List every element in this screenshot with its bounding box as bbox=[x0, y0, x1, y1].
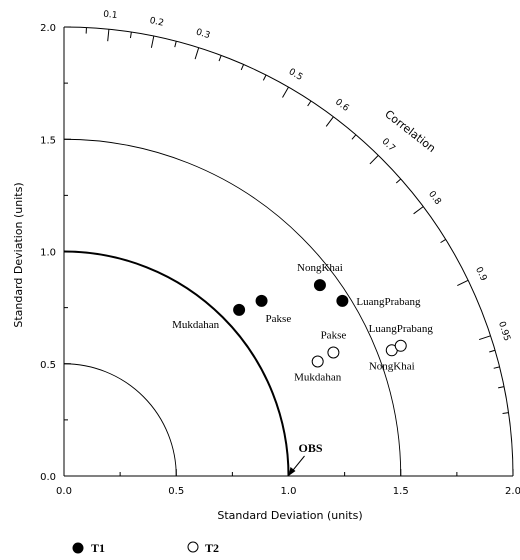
correlation-minor-tick bbox=[129, 32, 132, 39]
station-label: Pakse bbox=[321, 330, 347, 342]
x-tick-label: 0.0 bbox=[56, 486, 72, 497]
correlation-tick-label: 0.8 bbox=[426, 189, 443, 207]
data-point bbox=[255, 294, 268, 307]
legend: T1 T2 bbox=[72, 541, 219, 555]
station-label: LuangPrabang bbox=[369, 323, 434, 335]
station-label: Mukdahan bbox=[172, 319, 220, 331]
correlation-minor-tick bbox=[440, 239, 446, 244]
correlation-minor-tick bbox=[218, 55, 222, 62]
correlation-minor-tick bbox=[262, 74, 267, 81]
std-arcs bbox=[63, 138, 402, 477]
correlation-tick bbox=[194, 47, 200, 60]
x-tick-label: 2.0 bbox=[505, 486, 520, 497]
y-tick-label: 0.0 bbox=[40, 472, 56, 483]
correlation-minor-tick bbox=[240, 64, 245, 71]
correlation-tick bbox=[107, 29, 110, 42]
correlation-tick bbox=[282, 86, 289, 98]
station-label: NongKhai bbox=[369, 360, 415, 372]
x-tick-label: 1.5 bbox=[393, 486, 409, 497]
obs-arrow-head bbox=[288, 467, 296, 476]
correlation-tick-label: 0.5 bbox=[287, 67, 304, 83]
correlation-minor-tick bbox=[351, 134, 357, 140]
y-tick-label: 1.0 bbox=[40, 248, 56, 259]
data-point bbox=[233, 303, 246, 316]
correlation-tick-label: 0.2 bbox=[149, 16, 165, 29]
legend-marker-t1 bbox=[72, 542, 84, 554]
x-axis-label: Standard Deviation (units) bbox=[217, 509, 362, 522]
std-arc bbox=[63, 138, 402, 477]
y-tick-label: 2.0 bbox=[40, 23, 56, 34]
station-label: NongKhai bbox=[297, 262, 343, 274]
reference-arc bbox=[63, 250, 290, 477]
station-label: Pakse bbox=[266, 313, 292, 325]
data-point bbox=[336, 294, 349, 307]
data-point bbox=[394, 339, 407, 352]
data-point bbox=[313, 279, 326, 292]
legend-label-t2: T2 bbox=[205, 541, 219, 555]
correlation-minor-tick bbox=[174, 41, 177, 48]
correlation-tick-label: 0.7 bbox=[379, 137, 396, 154]
correlation-minor-tick bbox=[395, 178, 402, 184]
x-tick-label: 1.0 bbox=[281, 486, 297, 497]
legend-marker-t2 bbox=[187, 541, 199, 553]
correlation-tick-label: 0.9 bbox=[473, 266, 488, 283]
correlation-tick-label: 0.6 bbox=[333, 97, 351, 114]
diagram-frame bbox=[63, 26, 514, 477]
correlation-minor-tick bbox=[307, 100, 312, 107]
y-tick-label: 0.5 bbox=[40, 360, 56, 371]
correlation-tick bbox=[150, 35, 155, 48]
axis-ticks: 0.00.0 0.5 0.5 1.0 1.0 1.5 1.5 2.0 2.0 bbox=[40, 23, 520, 497]
correlation-tick-label: 0.95 bbox=[496, 320, 512, 342]
correlation-minor-tick bbox=[493, 366, 500, 369]
data-point bbox=[327, 346, 340, 359]
station-label: LuangPrabang bbox=[356, 296, 421, 308]
correlation-tick bbox=[369, 154, 379, 165]
correlation-tick bbox=[457, 279, 469, 286]
data-point bbox=[311, 355, 324, 368]
correlation-tick-label: 0.3 bbox=[195, 27, 212, 41]
correlation-minor-tick bbox=[502, 412, 509, 415]
std-arc bbox=[63, 363, 177, 477]
correlation-tick bbox=[413, 206, 424, 215]
outer-arc bbox=[63, 26, 514, 477]
x-tick-label: 0.5 bbox=[168, 486, 184, 497]
correlation-tick-label: 0.1 bbox=[103, 10, 118, 21]
obs-label: OBS bbox=[299, 441, 323, 455]
correlation-minor-tick bbox=[489, 349, 496, 353]
correlation-ticks: 0.1 0.2 0.3 0.5 0.6 0.7 0.8 0.9 0.95 bbox=[85, 10, 512, 415]
obs-arrow-line bbox=[291, 455, 305, 473]
correlation-tick bbox=[325, 116, 334, 127]
correlation-minor-tick bbox=[498, 386, 505, 389]
legend-label-t1: T1 bbox=[91, 541, 105, 555]
data-points: OBS Mukdahan Pakse NongKhai LuangPrabang Mukd… bbox=[172, 262, 433, 476]
station-label: Mukdahan bbox=[294, 372, 342, 384]
correlation-tick bbox=[478, 335, 491, 341]
y-axis-label: Standard Deviation (units) bbox=[12, 182, 25, 327]
y-tick-label: 1.5 bbox=[40, 135, 56, 146]
